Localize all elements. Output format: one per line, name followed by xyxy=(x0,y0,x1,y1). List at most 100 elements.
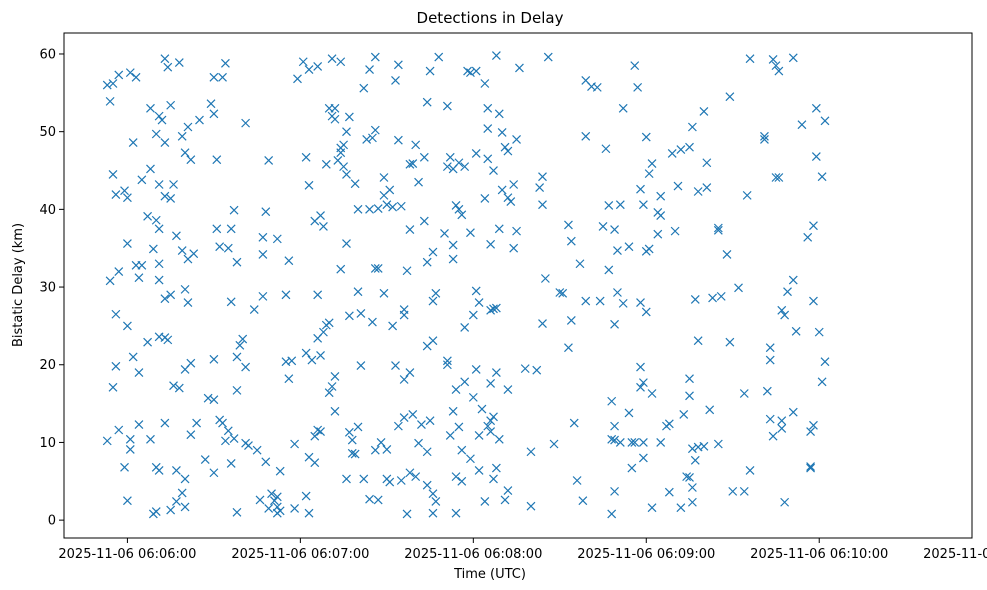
data-point xyxy=(180,502,190,512)
data-point xyxy=(777,305,787,315)
data-point xyxy=(428,247,438,257)
data-point xyxy=(555,288,565,297)
data-point xyxy=(411,140,421,150)
data-point xyxy=(687,122,697,132)
data-point xyxy=(111,361,121,371)
data-point xyxy=(160,54,170,64)
data-point xyxy=(212,155,222,165)
data-point xyxy=(108,382,118,392)
data-point xyxy=(180,284,190,294)
data-point xyxy=(494,109,504,119)
data-point xyxy=(151,507,161,517)
data-point xyxy=(171,231,181,241)
data-point xyxy=(820,116,830,126)
data-point xyxy=(575,259,585,269)
data-point xyxy=(425,66,435,76)
data-point xyxy=(598,222,608,231)
data-point xyxy=(417,420,426,429)
data-point xyxy=(693,336,703,346)
data-point xyxy=(768,431,778,441)
data-point xyxy=(538,200,547,210)
data-point xyxy=(189,249,199,259)
data-point xyxy=(538,319,547,328)
data-point xyxy=(806,463,816,473)
data-point xyxy=(500,495,510,505)
data-point xyxy=(408,159,418,168)
data-point xyxy=(229,434,239,443)
data-point xyxy=(342,169,351,179)
data-point xyxy=(353,287,363,297)
data-point xyxy=(474,298,484,308)
data-point xyxy=(419,152,429,162)
data-point xyxy=(350,449,360,459)
data-point xyxy=(365,65,374,74)
data-point xyxy=(235,340,245,350)
data-point xyxy=(125,434,135,444)
data-point xyxy=(535,183,545,193)
data-point xyxy=(471,286,481,296)
data-point xyxy=(494,434,504,444)
data-point xyxy=(630,61,640,71)
data-point xyxy=(442,356,452,366)
data-point xyxy=(301,152,311,162)
data-point xyxy=(566,316,576,325)
data-point xyxy=(111,190,121,200)
data-point xyxy=(638,438,648,447)
data-point xyxy=(451,385,461,395)
data-point xyxy=(209,468,219,478)
data-point xyxy=(604,265,614,275)
y-tick-label: 0 xyxy=(48,514,56,529)
data-point xyxy=(760,131,769,141)
data-point xyxy=(134,420,144,429)
data-point xyxy=(566,236,576,246)
data-point xyxy=(223,243,233,253)
data-point xyxy=(313,61,323,71)
data-point xyxy=(509,180,519,189)
data-point xyxy=(209,354,219,364)
data-point xyxy=(515,63,524,73)
data-point xyxy=(610,225,619,234)
data-point xyxy=(298,57,308,67)
data-point xyxy=(220,58,230,68)
data-point xyxy=(304,508,314,518)
data-point xyxy=(653,229,663,239)
data-point xyxy=(399,375,409,384)
data-point xyxy=(316,427,325,436)
data-point xyxy=(483,124,493,133)
data-point xyxy=(344,112,354,122)
data-point xyxy=(745,465,755,475)
data-point xyxy=(489,412,498,422)
data-point xyxy=(673,181,683,191)
data-point xyxy=(373,495,383,505)
data-point xyxy=(457,476,467,486)
data-point xyxy=(549,439,559,449)
data-point xyxy=(442,162,452,172)
data-point xyxy=(725,92,735,102)
data-point xyxy=(128,352,138,362)
data-point xyxy=(362,135,372,144)
data-point xyxy=(281,290,291,300)
data-point xyxy=(272,234,282,244)
data-point xyxy=(543,52,553,62)
data-point xyxy=(154,275,164,285)
data-point xyxy=(618,298,628,308)
data-point xyxy=(154,259,164,269)
data-point xyxy=(148,244,158,254)
data-point xyxy=(578,496,588,506)
data-point xyxy=(160,418,170,428)
data-point xyxy=(457,210,467,220)
data-point xyxy=(134,273,144,283)
data-point xyxy=(232,352,242,362)
data-point xyxy=(454,158,464,168)
data-point xyxy=(313,290,323,300)
data-point xyxy=(143,337,153,347)
data-point xyxy=(448,240,458,250)
data-point xyxy=(151,129,161,139)
data-point xyxy=(336,57,346,67)
data-point xyxy=(532,365,542,375)
data-point xyxy=(180,148,190,158)
y-tick-label: 10 xyxy=(39,436,56,451)
data-point xyxy=(365,204,374,214)
data-point xyxy=(708,293,717,303)
data-point xyxy=(120,462,129,472)
